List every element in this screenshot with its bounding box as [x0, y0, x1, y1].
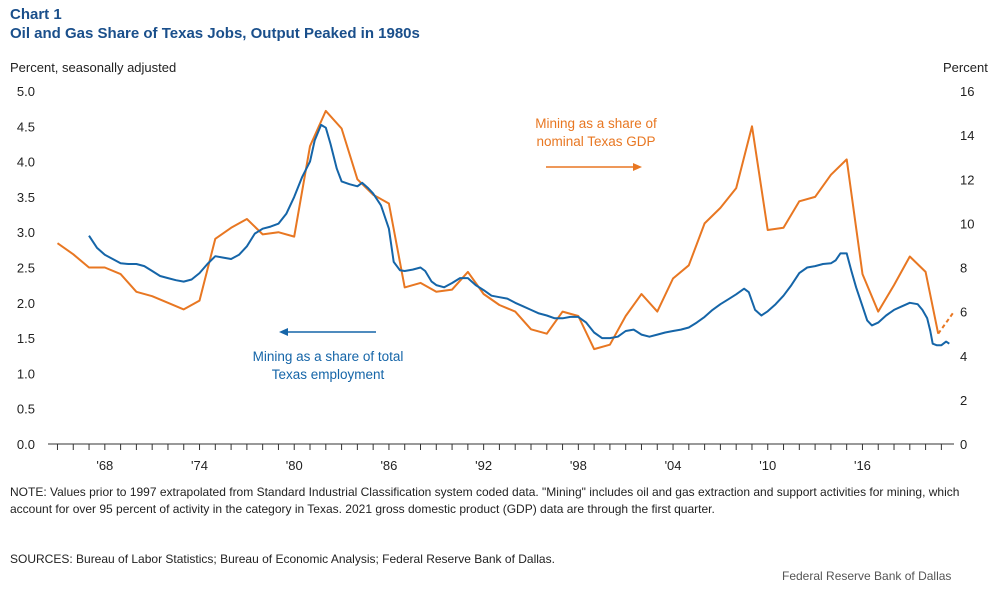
right-axis-unit: Percent [943, 60, 988, 75]
left-tick-label: 1.0 [17, 366, 35, 381]
left-tick-label: 2.0 [17, 296, 35, 311]
right-tick-label: 0 [960, 437, 967, 452]
gdp-annotation-line-2: nominal Texas GDP [536, 134, 655, 149]
series-layer [56, 109, 955, 351]
right-tick-label: 10 [960, 216, 974, 231]
chart-note: NOTE: Values prior to 1997 extrapolated … [10, 485, 960, 516]
left-axis-unit: Percent, seasonally adjusted [10, 60, 177, 75]
right-axis: 0 2 4 6 8 10 12 14 16 [960, 84, 974, 452]
x-tick-label: '80 [286, 458, 303, 473]
line-chart: 0.0 0.5 1.0 1.5 2.0 2.5 3.0 3.5 4.0 4.5 5.0 0 2 4 6 8 1… [17, 84, 975, 473]
annotations: Mining as a share of nominal Texas GDP Min… [253, 116, 657, 382]
x-tick-label: '92 [475, 458, 492, 473]
right-tick-label: 6 [960, 305, 967, 320]
left-tick-label: 5.0 [17, 84, 35, 99]
x-tick-label: '86 [380, 458, 397, 473]
right-tick-label: 2 [960, 393, 967, 408]
x-tick-label: '98 [570, 458, 587, 473]
gdp-arrow-head [633, 163, 642, 171]
right-tick-label: 4 [960, 349, 967, 364]
x-tick-label: '16 [854, 458, 871, 473]
right-tick-label: 12 [960, 172, 974, 187]
left-tick-label: 4.0 [17, 155, 35, 170]
left-tick-label: 4.5 [17, 119, 35, 134]
right-tick-label: 8 [960, 261, 967, 276]
x-tick-label: '04 [665, 458, 682, 473]
left-tick-label: 1.5 [17, 331, 35, 346]
left-tick-label: 0.5 [17, 402, 35, 417]
employment-share-line [88, 123, 950, 347]
gdp-share-line [56, 109, 940, 351]
left-axis: 0.0 0.5 1.0 1.5 2.0 2.5 3.0 3.5 4.0 4.5 5.0 [17, 84, 35, 452]
gdp-annotation-line-1: Mining as a share of [535, 116, 657, 131]
chart-title: Oil and Gas Share of Texas Jobs, Output … [10, 25, 420, 42]
left-tick-label: 3.5 [17, 190, 35, 205]
employment-annotation-line-1: Mining as a share of total [253, 349, 404, 364]
employment-arrow-head [279, 328, 288, 336]
gdp-share-dashed-segment [937, 311, 955, 335]
right-tick-label: 14 [960, 128, 974, 143]
left-tick-label: 0.0 [17, 437, 35, 452]
left-tick-label: 2.5 [17, 261, 35, 276]
chart-credit: Federal Reserve Bank of Dallas [782, 569, 952, 583]
x-tick-label: '10 [759, 458, 776, 473]
chart-number: Chart 1 [10, 6, 62, 23]
chart-sources: SOURCES: Bureau of Labor Statistics; Bur… [10, 552, 555, 566]
x-tick-label: '68 [96, 458, 113, 473]
left-tick-label: 3.0 [17, 225, 35, 240]
x-axis: '68 '74 '80 '86 '92 '98 '04 '10 '16 [48, 443, 954, 473]
right-tick-label: 16 [960, 84, 974, 99]
employment-annotation-line-2: Texas employment [272, 367, 385, 382]
x-tick-label: '74 [191, 458, 208, 473]
